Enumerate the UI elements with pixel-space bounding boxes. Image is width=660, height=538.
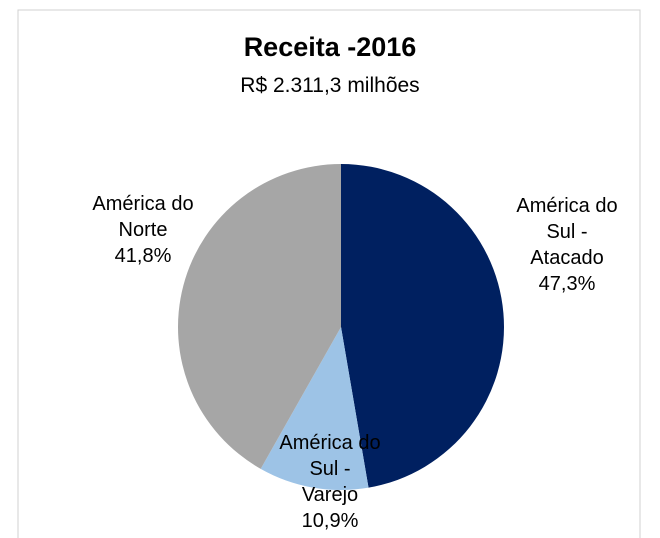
pie-slice	[341, 164, 504, 488]
pie-slice	[260, 327, 369, 490]
slice-category: América do Sul - Atacado	[516, 195, 618, 269]
pie-slice	[178, 164, 341, 469]
slice-value: 47,3%	[538, 273, 596, 295]
slice-category: América do Sul - Varejo	[279, 432, 381, 506]
slice-label: América do Sul - Varejo 10,9%	[275, 430, 385, 534]
slice-label: América do Sul - Atacado 47,3%	[512, 193, 622, 297]
slice-label: América do Norte 41,8%	[88, 191, 198, 269]
chart-subtitle: R$ 2.311,3 milhões	[240, 74, 420, 97]
chart-title: Receita -2016	[243, 32, 417, 62]
slice-value: 10,9%	[301, 510, 359, 532]
slice-category: América do Norte	[92, 193, 194, 241]
slice-value: 41,8%	[114, 245, 172, 267]
chart-border	[17, 9, 641, 538]
